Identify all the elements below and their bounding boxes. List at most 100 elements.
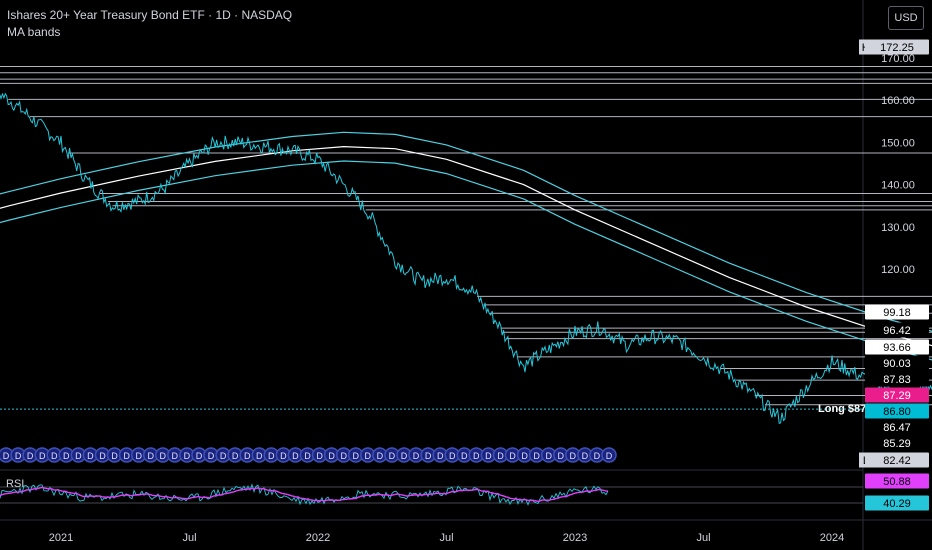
dividend-marker-label: D [365,451,372,461]
price-level-label: 96.42 [883,325,911,337]
dividend-marker[interactable] [601,447,617,463]
time-axis-tick: Jul [182,532,196,544]
dividend-marker-label: D [606,451,613,461]
dividend-marker-label: D [461,451,468,461]
ma-mid-line [0,145,932,347]
price-level-label: 90.03 [883,358,911,370]
dividend-marker-label: D [473,451,480,461]
dividend-marker-label: D [87,451,94,461]
high-value-bg [865,39,929,55]
time-axis-tick: 2021 [49,532,73,544]
time-axis-tick: 2023 [563,532,587,544]
dividend-marker-label: D [147,451,154,461]
dividend-marker-label: D [172,451,179,461]
dividend-marker-label: D [304,451,311,461]
dividend-marker-label: D [558,451,565,461]
price-level-label: 86.80 [883,406,911,418]
dividend-marker-label: D [497,451,504,461]
dividend-marker-label: D [63,451,70,461]
price-level-label-bg [865,371,929,387]
dividend-marker-label: D [340,451,347,461]
rsi-line[interactable] [0,483,609,506]
price-level-label: 87.83 [883,374,911,386]
price-level-label-bg [865,403,929,419]
rsi-label[interactable]: RSI [6,478,25,490]
price-level-label: 87.29 [883,390,911,402]
rsi-ma-value-label: 40.29 [883,498,911,510]
price-level-label: 85.29 [883,438,911,450]
rsi-ma-value-label-bg [865,495,929,511]
dividend-marker-label: D [99,451,106,461]
dividend-marker-label: D [377,451,384,461]
indicator-label[interactable]: MA bands [7,25,61,39]
price-axis-tick: 150.00 [881,137,915,149]
dividend-marker-label: D [51,451,58,461]
rsi-ma-line [0,486,608,503]
chart-title: Ishares 20+ Year Treasury Bond ETF · 1D … [7,8,293,22]
price-axis-tick: 160.00 [881,95,915,107]
price-level-label-bg [865,322,929,338]
low-value: 82.42 [883,455,911,467]
price-level-label-bg [865,355,929,371]
price-axis-tick: 170.00 [881,53,915,65]
dividend-marker-label: D [15,451,22,461]
ma-lower-band [0,160,932,361]
price-axis-tick: 140.00 [881,180,915,192]
time-axis-tick: 2024 [820,532,844,544]
price-level-label-bg [865,304,929,320]
dividend-marker-label: D [39,451,46,461]
dividend-marker-label: D [449,451,456,461]
dividend-marker-label: D [545,451,552,461]
dividend-marker-label: D [425,451,432,461]
dividend-marker-label: D [413,451,420,461]
time-axis-tick: Jul [439,532,453,544]
dividend-marker-label: D [389,451,396,461]
time-axis-tick: Jul [696,532,710,544]
dividend-marker-label: D [521,451,528,461]
dividend-marker-label: D [75,451,82,461]
dividend-marker-label: D [509,451,516,461]
dividend-marker-label: D [184,451,191,461]
dividend-marker-label: D [232,451,239,461]
dividend-marker-label: D [582,451,589,461]
price-level-label-bg [865,387,929,403]
price-level-label-bg [865,435,929,451]
dividend-marker-label: D [123,451,130,461]
rsi-value-label: 50.88 [883,476,911,488]
dividend-marker-label: D [437,451,444,461]
dividend-marker-label: D [196,451,203,461]
price-axis-tick: 120.00 [881,264,915,276]
high-value: 172.25 [880,42,914,54]
dividend-marker-label: D [244,451,251,461]
dividend-marker-label: D [220,451,227,461]
price-level-label-bg [865,339,929,355]
dividend-marker-label: D [352,451,359,461]
dividend-marker-label: D [533,451,540,461]
dividend-marker-label: D [3,451,10,461]
dividend-marker-label: D [208,451,215,461]
dividend-marker-label: D [256,451,263,461]
rsi-value-label-bg [865,473,929,489]
price-level-label: 99.18 [883,307,911,319]
dividend-marker-label: D [111,451,118,461]
dividend-marker-label: D [570,451,577,461]
price-level-label: 93.66 [883,342,911,354]
dividend-marker-label: D [401,451,408,461]
price-line[interactable] [0,47,932,424]
currency-button[interactable]: USD [888,6,924,30]
dividend-marker-label: D [135,451,142,461]
dividend-marker-label: D [280,451,287,461]
price-level-label-bg [865,419,929,435]
ma-upper-band [0,131,932,332]
low-value-bg [865,452,929,468]
time-axis-tick: 2022 [306,532,330,544]
price-axis-tick: 130.00 [881,222,915,234]
price-level-label: 86.47 [883,422,911,434]
dividend-marker-label: D [160,451,167,461]
dividend-marker-label: D [268,451,275,461]
dividend-marker-label: D [485,451,492,461]
dividend-marker-label: D [594,451,601,461]
dividend-marker-label: D [328,451,335,461]
dividend-marker-label: D [292,451,299,461]
